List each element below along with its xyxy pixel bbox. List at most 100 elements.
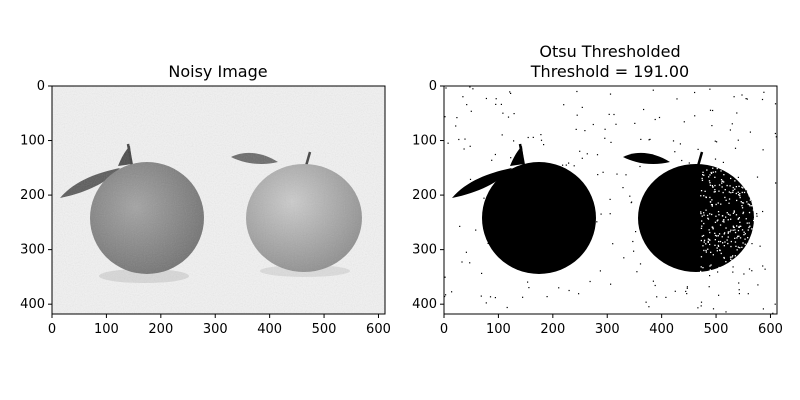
noise-speck — [633, 250, 635, 252]
noise-speck — [716, 141, 718, 143]
noise-speck — [475, 229, 477, 231]
noise-speck — [679, 143, 681, 145]
highlight-speck — [743, 231, 745, 233]
highlight-speck — [710, 264, 712, 266]
highlight-speck — [727, 219, 729, 221]
y-tick-label: 100 — [412, 134, 437, 149]
highlight-speck — [701, 215, 703, 217]
highlight-speck — [718, 266, 720, 269]
noise-speck — [599, 270, 601, 272]
noise-speck — [610, 141, 612, 143]
noise-speck — [513, 140, 515, 142]
noise-speck — [589, 197, 592, 199]
noise-speck — [543, 209, 545, 211]
highlight-speck — [743, 191, 746, 194]
noise-speck — [762, 265, 764, 267]
noisy-image-panel: Noisy Image 0 100 200 300 400 500 600 0 100 200 30… — [20, 62, 391, 337]
noise-speck — [604, 137, 606, 139]
highlight-speck — [712, 171, 714, 173]
noise-speck — [622, 187, 624, 189]
highlight-speck — [736, 225, 738, 227]
highlight-speck — [729, 256, 732, 258]
noise-speck — [573, 165, 575, 167]
highlight-speck — [727, 231, 729, 233]
noise-speck — [494, 153, 496, 156]
x-tick-label: 400 — [257, 322, 282, 337]
noise-speck — [745, 98, 747, 100]
noise-speck — [640, 138, 642, 140]
noise-speck — [746, 98, 748, 100]
highlight-speck — [703, 249, 705, 252]
highlight-speck — [721, 236, 723, 238]
highlight-speck — [708, 180, 711, 182]
noise-speck — [665, 230, 667, 232]
highlight-speck — [732, 226, 735, 228]
highlight-speck — [717, 211, 720, 213]
highlight-speck — [709, 201, 712, 203]
noise-speck — [656, 296, 658, 298]
highlight-speck — [703, 212, 705, 214]
highlight-speck — [726, 212, 728, 214]
highlight-speck — [725, 216, 727, 218]
highlight-speck — [730, 177, 732, 180]
noise-overlay — [52, 86, 385, 314]
ticks: 0 100 200 300 400 500 600 0 100 200 300 400 — [20, 79, 391, 337]
leaf-right — [623, 152, 670, 165]
noise-speck — [458, 138, 460, 141]
noise-speck — [543, 144, 545, 146]
noise-speck — [554, 207, 556, 209]
x-tick-label: 200 — [148, 322, 173, 337]
noise-speck — [451, 291, 453, 293]
noise-speck — [485, 302, 487, 304]
highlight-speck — [700, 195, 702, 197]
orange-left — [482, 162, 596, 274]
noise-speck — [558, 287, 560, 289]
noise-speck — [741, 94, 743, 96]
noise-speck — [600, 213, 602, 215]
x-tick-label: 500 — [704, 322, 729, 337]
noise-speck — [634, 122, 636, 124]
noise-speck — [748, 268, 751, 270]
highlight-speck — [706, 169, 708, 171]
y-tick-label: 200 — [20, 188, 45, 203]
x-tick-label: 100 — [486, 322, 511, 337]
noise-speck — [444, 116, 446, 118]
noise-speck — [480, 295, 482, 297]
noise-speck — [462, 96, 464, 98]
highlight-speck — [700, 227, 703, 229]
highlight-speck — [736, 237, 738, 239]
highlight-speck — [723, 233, 725, 235]
noise-speck — [463, 148, 465, 150]
highlight-speck — [734, 180, 736, 182]
highlight-speck — [709, 184, 711, 186]
highlight-speck — [746, 222, 748, 224]
noise-speck — [511, 250, 513, 252]
y-tick-label: 100 — [20, 134, 45, 149]
noise-speck — [509, 91, 511, 93]
noise-speck — [708, 286, 710, 288]
noise-speck — [491, 159, 493, 161]
highlight-speck — [738, 217, 740, 219]
noise-speck — [732, 266, 734, 268]
highlight-speck — [753, 218, 756, 220]
highlight-speck — [749, 205, 751, 207]
noise-speck — [722, 161, 724, 163]
noise-speck — [554, 249, 556, 251]
noise-speck — [472, 88, 474, 90]
noise-speck — [502, 112, 504, 114]
noise-speck — [608, 113, 610, 115]
highlight-speck — [700, 212, 702, 215]
noise-speck — [654, 284, 656, 287]
highlight-speck — [730, 240, 732, 243]
noise-speck — [698, 181, 700, 183]
highlight-speck — [738, 194, 740, 196]
noise-speck — [774, 303, 776, 305]
highlight-speck — [744, 243, 746, 245]
noise-speck — [735, 232, 737, 235]
noise-speck — [686, 293, 688, 295]
highlight-speck — [708, 176, 710, 178]
noise-speck — [677, 174, 679, 176]
highlight-speck — [744, 238, 746, 240]
noise-speck — [734, 214, 736, 216]
highlight-speck — [730, 218, 732, 220]
